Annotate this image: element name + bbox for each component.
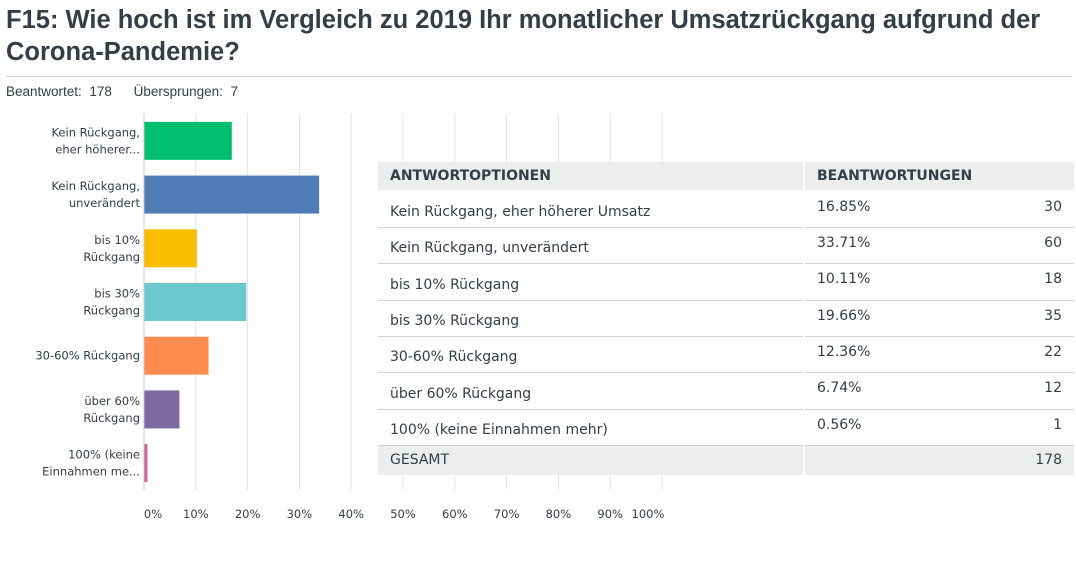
percent-cell: 10.11% xyxy=(804,263,968,301)
count-cell: 12 xyxy=(967,372,1074,410)
percent-cell: 6.74% xyxy=(804,372,968,410)
results-table: ANTWORTOPTIONEN BEANTWORTUNGEN Kein Rück… xyxy=(378,162,1074,475)
table-row: Kein Rückgang, unverändert 33.71% 60 xyxy=(378,227,1074,265)
x-tick-label: 100% xyxy=(632,507,665,521)
category-label: Rückgang xyxy=(83,304,140,318)
category-label: 30-60% Rückgang xyxy=(35,349,140,363)
percent-cell: 16.85% xyxy=(804,191,968,228)
answered-value: 178 xyxy=(89,84,112,99)
x-tick-label: 40% xyxy=(338,507,364,521)
percent-cell: 12.36% xyxy=(804,336,968,374)
column-header-options: ANTWORTOPTIONEN xyxy=(378,162,805,192)
x-tick-label: 20% xyxy=(235,507,261,521)
option-cell: 100% (keine Einnahmen mehr) xyxy=(378,409,805,447)
table-header-row: ANTWORTOPTIONEN BEANTWORTUNGEN xyxy=(378,162,1074,192)
x-tick-label: 70% xyxy=(494,507,520,521)
category-label: Kein Rückgang, xyxy=(51,125,140,139)
question-title: F15: Wie hoch ist im Vergleich zu 2019 I… xyxy=(6,6,1041,66)
response-stats: Beantwortet: 178 Übersprungen: 7 xyxy=(6,84,238,99)
skipped-label: Übersprungen: xyxy=(133,84,223,99)
category-label: Rückgang xyxy=(83,411,140,425)
skipped-value: 7 xyxy=(230,84,238,99)
category-label: Rückgang xyxy=(83,250,140,264)
option-cell: über 60% Rückgang xyxy=(378,372,805,410)
category-label: eher höherer... xyxy=(55,142,140,156)
table-row: 30-60% Rückgang 12.36% 22 xyxy=(378,336,1074,374)
count-cell: 35 xyxy=(967,300,1074,338)
count-cell: 30 xyxy=(967,191,1074,228)
column-header-responses: BEANTWORTUNGEN xyxy=(804,162,1074,192)
total-label: GESAMT xyxy=(378,445,805,475)
option-cell: 30-60% Rückgang xyxy=(378,336,805,374)
percent-cell: 19.66% xyxy=(804,300,968,338)
option-cell: Kein Rückgang, eher höherer Umsatz xyxy=(378,191,805,228)
bar[interactable] xyxy=(144,229,197,268)
count-cell: 1 xyxy=(967,409,1074,447)
category-label: unverändert xyxy=(69,196,141,210)
count-cell: 18 xyxy=(967,263,1074,301)
x-tick-label: 90% xyxy=(597,507,623,521)
x-tick-label: 50% xyxy=(390,507,416,521)
category-label: Einnahmen me... xyxy=(42,465,140,479)
bar[interactable] xyxy=(144,121,232,160)
category-label: bis 10% xyxy=(94,233,140,247)
x-tick-label: 80% xyxy=(546,507,572,521)
table-row: bis 10% Rückgang 10.11% 18 xyxy=(378,263,1074,301)
count-cell: 60 xyxy=(967,227,1074,265)
count-cell: 22 xyxy=(967,336,1074,374)
option-cell: bis 30% Rückgang xyxy=(378,300,805,338)
category-label: über 60% xyxy=(84,394,140,408)
total-value: 178 xyxy=(967,445,1074,475)
total-spacer xyxy=(804,445,968,475)
bar[interactable] xyxy=(144,390,180,429)
table-row: bis 30% Rückgang 19.66% 35 xyxy=(378,300,1074,338)
x-tick-label: 30% xyxy=(287,507,313,521)
x-tick-label: 0% xyxy=(144,507,162,521)
bar[interactable] xyxy=(144,444,148,483)
x-tick-label: 60% xyxy=(442,507,468,521)
option-cell: bis 10% Rückgang xyxy=(378,263,805,301)
x-tick-label: 10% xyxy=(183,507,209,521)
table-row: 100% (keine Einnahmen mehr) 0.56% 1 xyxy=(378,409,1074,447)
category-label: bis 30% xyxy=(94,287,140,301)
category-label: 100% (keine xyxy=(68,448,140,462)
percent-cell: 0.56% xyxy=(804,409,968,447)
bar[interactable] xyxy=(144,175,320,214)
table-row: Kein Rückgang, eher höherer Umsatz 16.85… xyxy=(378,191,1074,228)
title-divider xyxy=(6,76,1072,77)
total-row: GESAMT 178 xyxy=(378,445,1074,475)
bar[interactable] xyxy=(144,336,209,375)
bar[interactable] xyxy=(144,283,247,321)
percent-cell: 33.71% xyxy=(804,227,968,265)
table-row: über 60% Rückgang 6.74% 12 xyxy=(378,372,1074,410)
category-label: Kein Rückgang, xyxy=(51,179,140,193)
option-cell: Kein Rückgang, unverändert xyxy=(378,227,805,265)
answered-label: Beantwortet: xyxy=(6,84,82,99)
